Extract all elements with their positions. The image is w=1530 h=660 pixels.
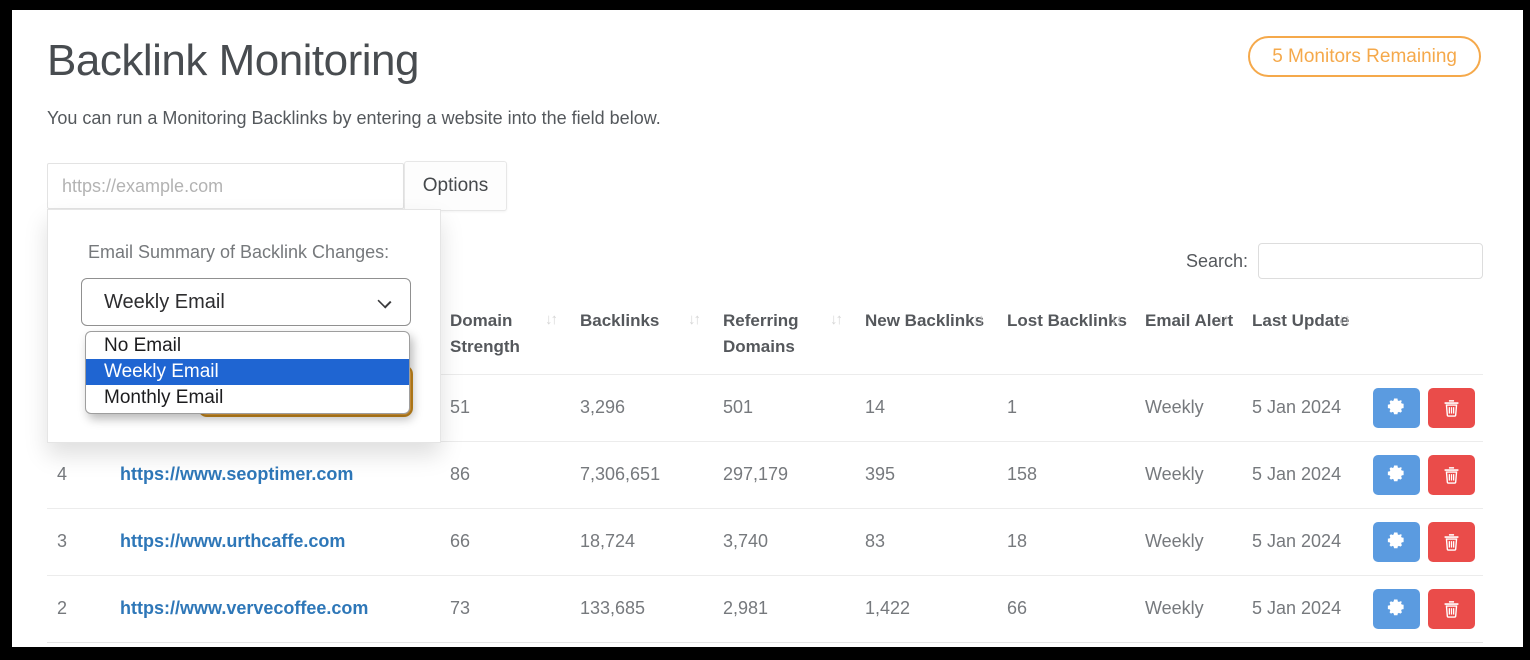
sort-arrows-icon: ↓↑	[688, 311, 701, 328]
table-row: 3 https://www.urthcaffe.com 66 18,724 3,…	[47, 508, 1483, 575]
dropdown-option-weekly-email[interactable]: Weekly Email	[86, 359, 409, 385]
gear-icon	[1387, 398, 1404, 415]
sort-arrows-icon: ↓↑	[1217, 311, 1230, 328]
delete-button[interactable]	[1428, 521, 1475, 562]
table-row: 51 3,296 501 14 1 Weekly 5 Jan 2024	[47, 374, 1483, 441]
backlinks-value: 133,685	[580, 598, 646, 618]
gear-icon	[1387, 532, 1404, 549]
table-row: 4 https://www.seoptimer.com 86 7,306,651…	[47, 441, 1483, 508]
backlinks-value: 7,306,651	[580, 464, 661, 484]
col-header-new-backlinks[interactable]: New Backlinks ↓↑	[855, 300, 997, 374]
email-summary-select[interactable]: Weekly Email	[81, 278, 411, 326]
row-number: 3	[57, 531, 68, 551]
chevron-down-icon	[377, 294, 392, 309]
lost-backlinks-value: 158	[1007, 464, 1038, 484]
sort-arrows-icon: ↓↑	[1338, 311, 1351, 328]
last-update-value: 5 Jan 2024	[1252, 598, 1342, 618]
lost-backlinks-value: 66	[1007, 598, 1028, 618]
settings-button[interactable]	[1373, 387, 1420, 428]
trash-can-icon	[1444, 533, 1459, 551]
referring-domains-value: 297,179	[723, 464, 789, 484]
last-update-value: 5 Jan 2024	[1252, 397, 1342, 417]
sort-arrows-icon: ↓↑	[972, 311, 985, 328]
new-backlinks-value: 83	[865, 531, 886, 551]
lost-backlinks-value: 1	[1007, 397, 1018, 417]
table-row: 2 https://www.vervecoffee.com 73 133,685…	[47, 575, 1483, 642]
trash-can-icon	[1444, 399, 1459, 417]
monitored-site-link[interactable]: https://www.seoptimer.com	[120, 464, 354, 484]
email-summary-dropdown: No Email Weekly Email Monthly Email	[85, 331, 410, 414]
table-header-row: Domain Strength ↓↑ Backlinks ↓↑ Referrin…	[47, 300, 1483, 374]
email-alert-value: Weekly	[1145, 531, 1204, 551]
options-panel: Email Summary of Backlink Changes: Weekl…	[47, 209, 441, 443]
search-label: Search:	[1185, 250, 1248, 271]
email-alert-value: Weekly	[1145, 397, 1204, 417]
table-search: Search:	[1186, 243, 1483, 279]
backlink-monitoring-page: Backlink Monitoring 5 Monitors Remaining…	[12, 10, 1523, 647]
settings-button[interactable]	[1373, 454, 1420, 495]
sort-arrows-icon: ↓↑	[830, 311, 843, 328]
col-header-email-alert[interactable]: Email Alert ↓↑	[1135, 300, 1242, 374]
domain-strength-value: 73	[450, 598, 471, 618]
email-alert-value: Weekly	[1145, 598, 1204, 618]
delete-button[interactable]	[1428, 454, 1475, 495]
backlinks-value: 3,296	[580, 397, 626, 417]
domain-strength-value: 86	[450, 464, 471, 484]
settings-button[interactable]	[1373, 588, 1420, 629]
last-update-value: 5 Jan 2024	[1252, 531, 1342, 551]
col-header-domain-strength[interactable]: Domain Strength ↓↑	[440, 300, 570, 374]
row-number: 4	[57, 464, 68, 484]
trash-can-icon	[1444, 466, 1459, 484]
referring-domains-value: 3,740	[723, 531, 769, 551]
monitors-table: Domain Strength ↓↑ Backlinks ↓↑ Referrin…	[47, 300, 1483, 643]
monitored-site-link[interactable]: https://www.vervecoffee.com	[120, 598, 369, 618]
options-button-label: Options	[422, 175, 489, 196]
col-header-referring-domains[interactable]: Referring Domains ↓↑	[713, 300, 855, 374]
referring-domains-value: 2,981	[723, 598, 769, 618]
new-backlinks-value: 14	[865, 397, 886, 417]
row-number: 2	[57, 598, 68, 618]
page-subtitle: You can run a Monitoring Backlinks by en…	[47, 108, 661, 128]
domain-strength-value: 51	[450, 397, 471, 417]
sort-arrows-icon: ↓↑	[545, 311, 558, 328]
options-button[interactable]: Options	[404, 161, 507, 211]
email-summary-label: Email Summary of Backlink Changes:	[88, 242, 390, 262]
email-alert-value: Weekly	[1145, 464, 1204, 484]
new-backlinks-value: 395	[865, 464, 896, 484]
monitored-site-link[interactable]: https://www.urthcaffe.com	[120, 531, 346, 551]
domain-strength-value: 66	[450, 531, 471, 551]
col-header-lost-backlinks[interactable]: Lost Backlinks ↓↑	[997, 300, 1135, 374]
referring-domains-value: 501	[723, 397, 754, 417]
trash-can-icon	[1444, 600, 1459, 618]
gear-icon	[1387, 465, 1404, 482]
col-header-last-update[interactable]: Last Update ↓↑	[1242, 300, 1363, 374]
gear-icon	[1387, 599, 1404, 616]
col-header-actions	[1363, 300, 1483, 374]
monitors-remaining-badge: 5 Monitors Remaining	[1248, 36, 1481, 77]
page-title: Backlink Monitoring	[47, 36, 420, 85]
col-header-backlinks[interactable]: Backlinks ↓↑	[570, 300, 713, 374]
search-input[interactable]	[1258, 243, 1483, 279]
backlinks-value: 18,724	[580, 531, 636, 551]
dropdown-option-no-email[interactable]: No Email	[104, 335, 182, 356]
website-url-input[interactable]	[47, 163, 404, 209]
delete-button[interactable]	[1428, 387, 1475, 428]
email-summary-select-value: Weekly Email	[104, 290, 225, 313]
delete-button[interactable]	[1428, 588, 1475, 629]
last-update-value: 5 Jan 2024	[1252, 464, 1342, 484]
lost-backlinks-value: 18	[1007, 531, 1028, 551]
dropdown-option-monthly-email[interactable]: Monthly Email	[104, 387, 224, 408]
settings-button[interactable]	[1373, 521, 1420, 562]
new-backlinks-value: 1,422	[865, 598, 911, 618]
sort-arrows-icon: ↓↑	[1110, 311, 1123, 328]
